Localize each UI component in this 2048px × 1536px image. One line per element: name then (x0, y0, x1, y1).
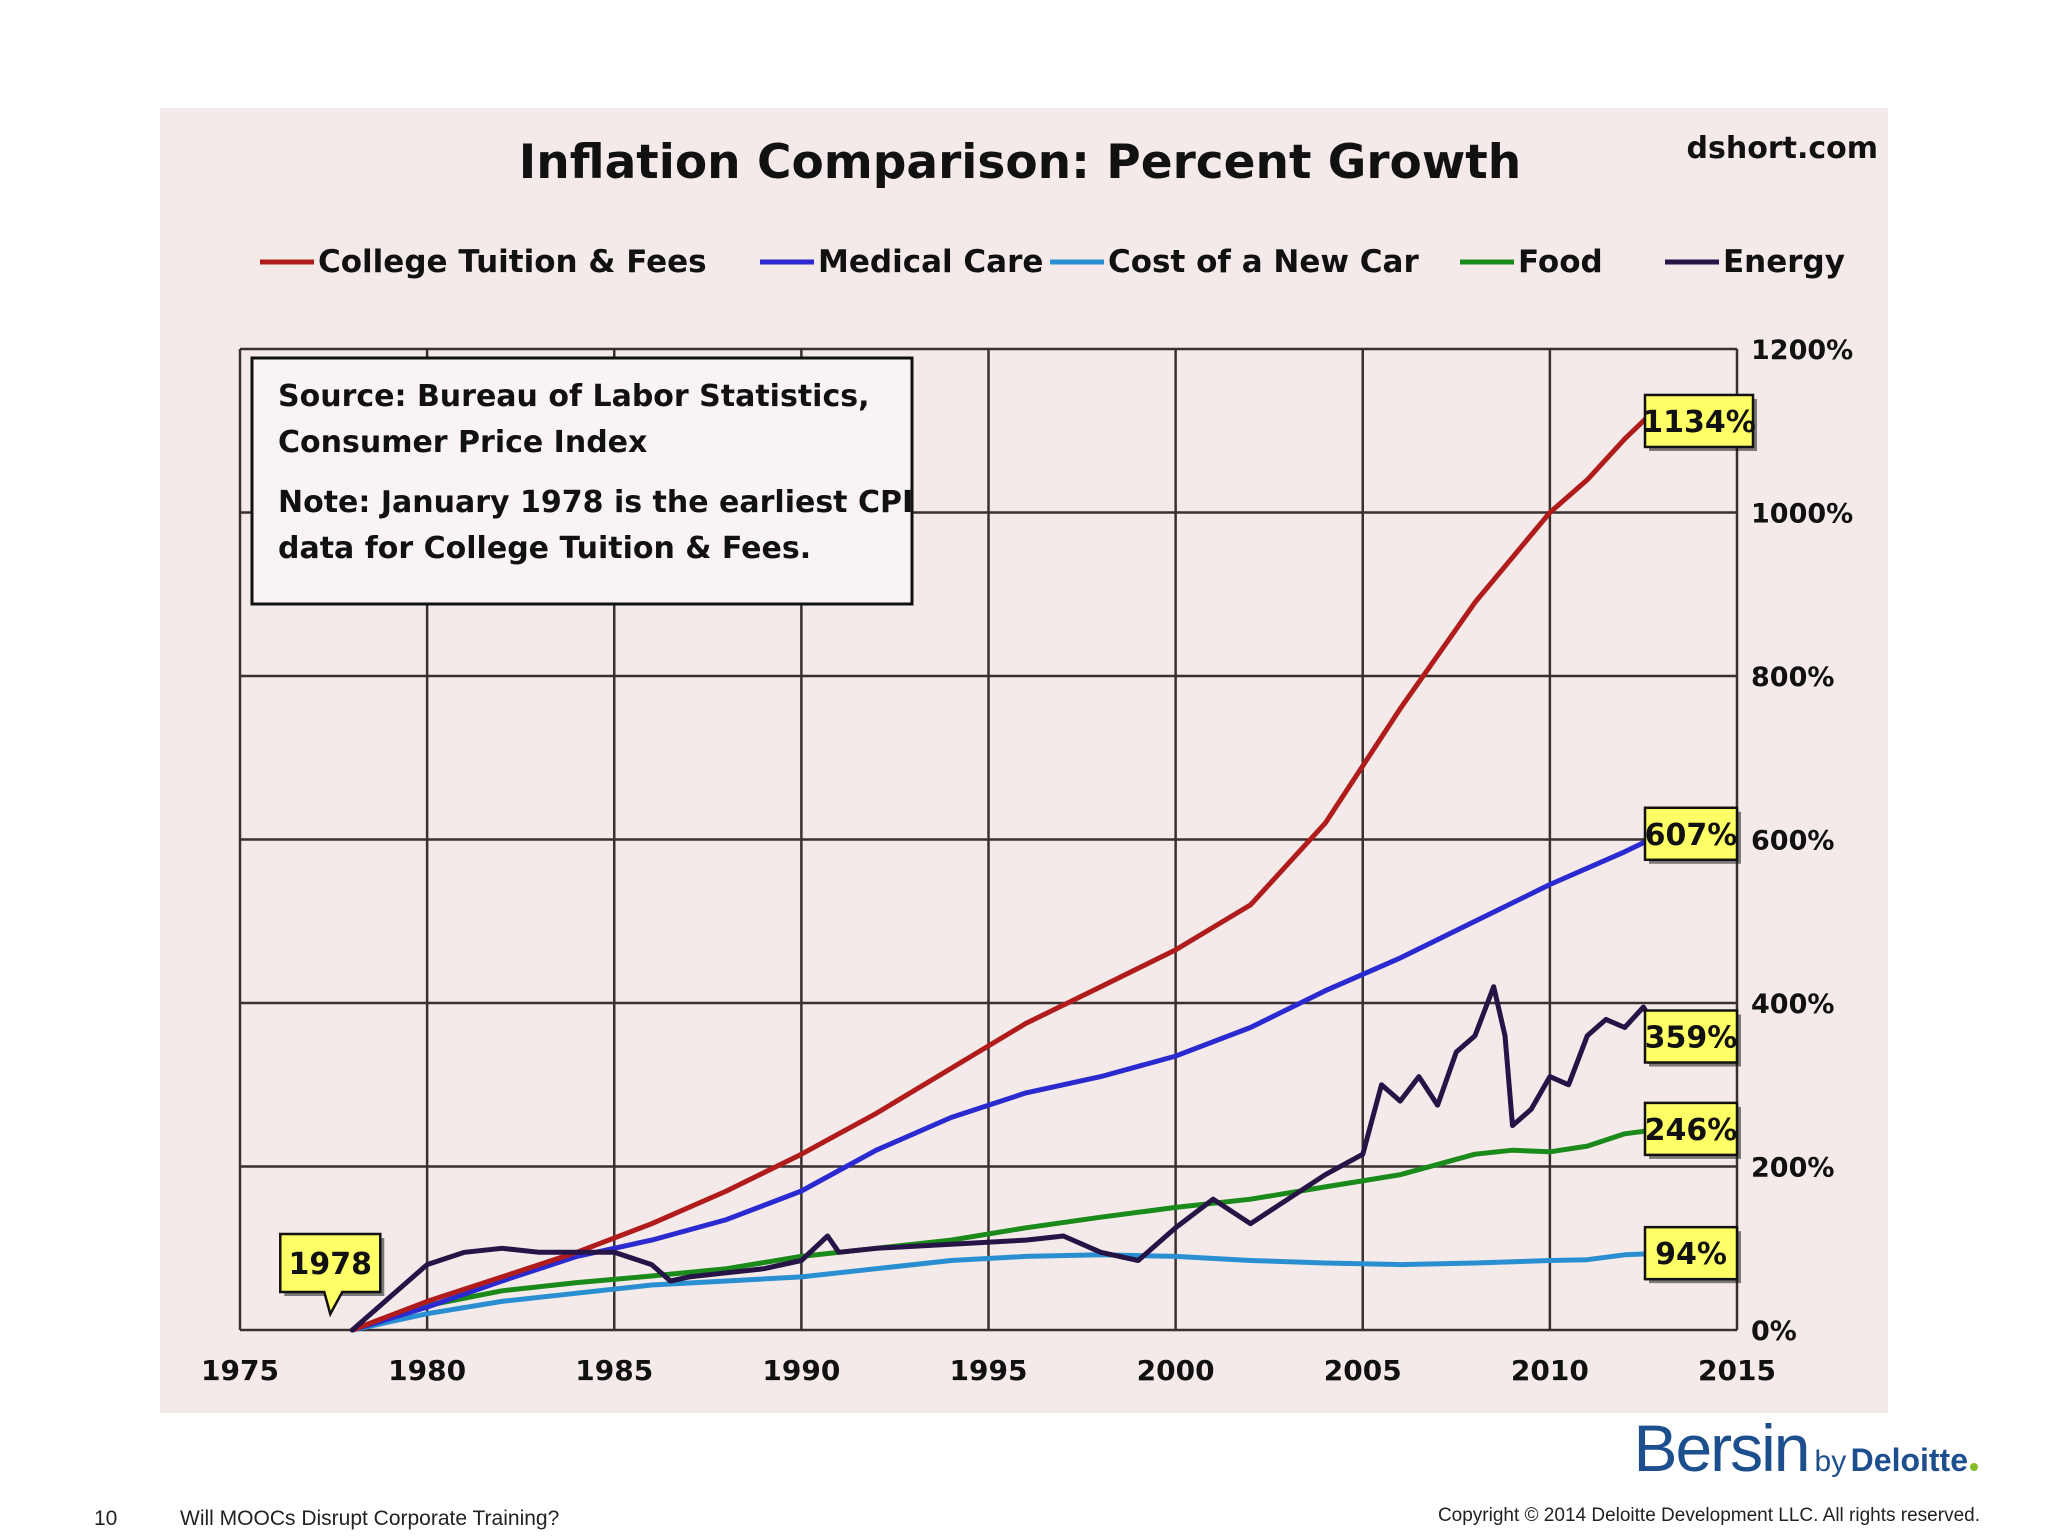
x-tick-label-0: 1975 (201, 1354, 279, 1387)
x-tick-label-5: 2000 (1137, 1354, 1215, 1387)
end-label-3: 246% (1645, 1113, 1738, 1148)
brand-dot (1970, 1463, 1978, 1471)
series-line-0 (349, 400, 1665, 1333)
legend-label-0: College Tuition & Fees (318, 244, 707, 280)
series-line-2 (349, 1250, 1665, 1333)
copyright-text: Copyright © 2014 Deloitte Development LL… (1437, 1505, 1980, 1526)
y-tick-label-2: 400% (1751, 989, 1834, 1020)
start-callout: 1978 (279, 1232, 385, 1318)
x-tick-label-6: 2005 (1324, 1354, 1402, 1387)
series-layer (349, 400, 1665, 1333)
chart-title: Inflation Comparison: Percent Growth (519, 135, 1521, 190)
note-box-frame (250, 356, 914, 606)
end-label-2: 94% (1655, 1237, 1727, 1272)
x-tick-label-2: 1985 (575, 1354, 653, 1387)
end-label-1: 607% (1645, 818, 1738, 853)
brand-bersin: Bersin (1633, 1411, 1810, 1485)
legend-label-2: Cost of a New Car (1108, 244, 1419, 280)
bersin-deloitte-logo: Bersin by Deloitte (1633, 1410, 1978, 1485)
chart-panel: Inflation Comparison: Percent Growth dsh… (160, 108, 1888, 1413)
legend: College Tuition & Fees Medical Care Cost o… (260, 244, 1845, 280)
x-tick-label-4: 1995 (950, 1354, 1028, 1387)
watermark-text: dshort.com (1687, 131, 1878, 166)
slide-title: Will MOOCs Disrupt Corporate Training? (180, 1507, 560, 1530)
note-line-4: data for College Tuition & Fees. (278, 531, 811, 566)
end-label-box-2 (1643, 1225, 1739, 1281)
x-tick-label-3: 1990 (762, 1354, 840, 1387)
y-tick-label-0: 0% (1751, 1316, 1797, 1347)
y-tick-label-3: 600% (1751, 826, 1834, 857)
end-label-box-3 (1643, 1101, 1739, 1157)
note-line-3: Note: January 1978 is the earliest CPI (278, 485, 913, 520)
source-note-box: Source: Bureau of Labor Statistics, Cons… (250, 356, 914, 606)
legend-label-4: Energy (1723, 244, 1845, 280)
end-label-box-4 (1643, 1009, 1739, 1064)
series-line-3 (349, 1126, 1665, 1333)
x-tick-label-7: 2010 (1511, 1354, 1589, 1387)
legend-label-1: Medical Care (818, 244, 1043, 280)
end-label-box-0 (1643, 393, 1755, 449)
end-label-box-1 (1643, 806, 1739, 862)
y-tick-label-5: 1000% (1751, 499, 1853, 530)
brand-deloitte: Deloitte (1850, 1442, 1968, 1478)
y-tick-label-4: 800% (1751, 662, 1834, 693)
start-callout-box (279, 1232, 382, 1318)
legend-label-3: Food (1518, 244, 1603, 280)
note-line-2: Consumer Price Index (278, 425, 647, 460)
x-tick-label-8: 2015 (1698, 1354, 1776, 1387)
series-line-4 (349, 984, 1665, 1333)
end-labels: 1134% 607% 94% 246% 359% (1642, 393, 1757, 1284)
brand-by: by (1814, 1445, 1847, 1478)
end-label-0: 1134% (1642, 405, 1756, 440)
y-tick-label-1: 200% (1751, 1153, 1834, 1184)
end-label-4: 359% (1645, 1021, 1738, 1056)
y-tick-label-6: 1200% (1751, 335, 1853, 366)
x-tick-label-1: 1980 (388, 1354, 466, 1387)
page-number: 10 (94, 1507, 118, 1530)
note-line-1: Source: Bureau of Labor Statistics, (278, 379, 869, 414)
inflation-chart: Inflation Comparison: Percent Growth dsh… (201, 131, 1878, 1387)
x-axis: 1975 1980 1985 1990 1995 2000 2005 2010 2015 (201, 1354, 1776, 1387)
start-callout-label: 1978 (289, 1247, 373, 1282)
y-axis: 0% 200% 400% 600% 800% 1000% 1200% (1751, 335, 1853, 1347)
series-line-1 (349, 831, 1665, 1333)
